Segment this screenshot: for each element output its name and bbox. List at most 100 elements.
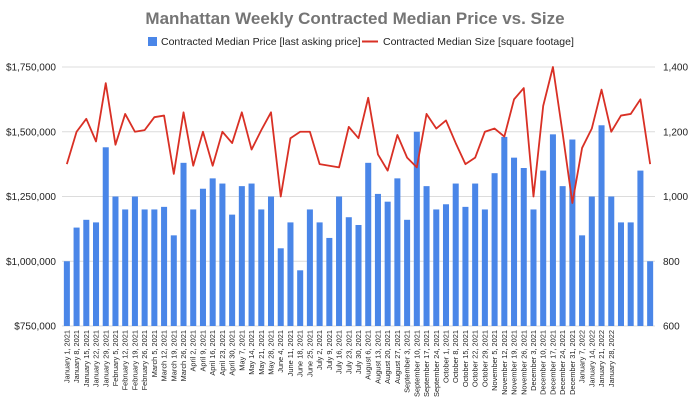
price-bar <box>141 209 148 326</box>
x-axis-tick-label: October 22, 2021 <box>471 330 480 387</box>
x-axis-tick-label: June 25, 2021 <box>305 330 314 377</box>
price-bar <box>540 170 547 326</box>
x-axis-tick-label: November 12, 2021 <box>500 330 509 395</box>
chart-title: Manhattan Weekly Contracted Median Price… <box>145 9 564 28</box>
price-bar <box>93 222 100 326</box>
x-axis-tick-label: November 19, 2021 <box>510 330 519 395</box>
price-bar <box>637 170 644 326</box>
price-bar <box>472 183 479 326</box>
x-axis-tick-label: March 12, 2021 <box>160 330 169 381</box>
x-axis-tick-label: November 5, 2021 <box>490 330 499 391</box>
price-bar <box>316 222 323 326</box>
x-axis-tick-label: July 9, 2021 <box>325 330 334 370</box>
x-axis-tick-label: April 9, 2021 <box>198 330 207 372</box>
size-line <box>65 66 652 204</box>
legend-line-label: Contracted Median Size [square footage] <box>383 36 574 48</box>
price-bar <box>63 261 70 326</box>
x-axis-tick-label: September 3, 2021 <box>403 330 412 393</box>
x-axis-tick-label: December 10, 2021 <box>539 330 548 395</box>
x-axis-tick-label: October 1, 2021 <box>441 330 450 383</box>
price-bar <box>598 125 605 326</box>
legend-bar-label: Contracted Median Price [last asking pri… <box>161 36 361 48</box>
price-bar <box>404 219 411 326</box>
x-axis-tick-label: February 5, 2021 <box>111 330 120 386</box>
price-bar <box>306 209 313 326</box>
price-bar <box>442 204 450 326</box>
price-bar <box>491 173 498 326</box>
price-bar <box>209 178 216 326</box>
price-bar <box>462 206 469 326</box>
left-axis-tick-label: $1,500,000 <box>6 127 56 138</box>
left-axis-ticks: $750,000 $1,000,000 $1,250,000 $1,500,000 $1… <box>6 63 56 333</box>
price-bar <box>394 178 401 326</box>
price-bar <box>219 183 226 326</box>
left-axis-tick-label: $1,000,000 <box>6 257 56 268</box>
price-bar <box>423 186 430 326</box>
x-axis-tick-label: February 26, 2021 <box>140 330 149 390</box>
price-bar <box>248 183 255 326</box>
x-axis-tick-label: August 27, 2021 <box>393 330 402 384</box>
price-bar <box>83 219 90 326</box>
x-axis-tick-label: December 3, 2021 <box>529 330 538 391</box>
right-axis-ticks: 600 800 1,000 1,200 1,400 <box>663 63 688 333</box>
price-bar <box>384 201 391 326</box>
x-axis-tick-label: September 10, 2021 <box>412 330 421 397</box>
x-axis-tick-label: December 17, 2021 <box>548 330 557 395</box>
x-axis-tick-label: March 26, 2021 <box>179 330 188 381</box>
x-axis-tick-label: October 29, 2021 <box>480 330 489 387</box>
x-axis-tick-label: June 11, 2021 <box>286 330 295 376</box>
price-bar <box>238 186 245 326</box>
x-axis-tick-label: January 14, 2022 <box>587 330 596 387</box>
x-axis-tick-label: March 19, 2021 <box>169 330 178 381</box>
x-axis-tick-label: August 13, 2021 <box>373 330 382 384</box>
price-bar <box>336 196 343 326</box>
price-bar <box>258 209 265 326</box>
x-axis-tick-label: July 16, 2021 <box>335 330 344 374</box>
price-bar <box>559 186 566 326</box>
x-axis-tick-label: April 23, 2021 <box>218 330 227 376</box>
x-axis-tick-label: June 4, 2021 <box>276 330 285 373</box>
price-bar <box>326 237 333 326</box>
x-axis-tick-label: May 7, 2021 <box>237 330 246 371</box>
price-bar <box>617 222 624 326</box>
price-bar <box>452 183 459 326</box>
price-bar <box>151 209 158 326</box>
size-series-line <box>65 66 652 204</box>
price-bar <box>180 162 187 326</box>
x-axis-tick-label: January 15, 2021 <box>82 330 91 387</box>
right-axis-tick-label: 800 <box>663 257 680 268</box>
price-bar <box>170 235 177 326</box>
x-axis-tick-label: June 18, 2021 <box>296 330 305 377</box>
x-axis-tick-label: January 8, 2021 <box>72 330 81 383</box>
x-axis-tick-label: August 6, 2021 <box>364 330 373 380</box>
x-axis-tick-label: April 2, 2021 <box>189 330 198 372</box>
price-bar <box>122 209 129 326</box>
price-bar <box>530 209 537 326</box>
price-bar <box>588 196 595 326</box>
x-axis-tick-label: September 17, 2021 <box>422 330 431 397</box>
x-axis-tick-label: January 22, 2021 <box>92 330 101 387</box>
right-axis-tick-label: 1,000 <box>663 192 688 203</box>
x-axis-tick-label: January 28, 2022 <box>607 330 616 387</box>
x-axis-tick-label: November 26, 2021 <box>519 330 528 395</box>
x-axis-tick-label: April 30, 2021 <box>228 330 237 376</box>
left-axis-tick-label: $1,250,000 <box>6 192 56 203</box>
left-axis-tick-label: $750,000 <box>14 322 56 333</box>
price-bar <box>511 157 518 326</box>
right-axis-tick-label: 1,400 <box>663 63 688 74</box>
price-bar <box>501 136 508 326</box>
x-axis-tick-label: October 8, 2021 <box>451 330 460 383</box>
x-axis-tick-label: July 30, 2021 <box>354 330 363 374</box>
price-bar <box>413 131 420 326</box>
x-axis-tick-label: July 2, 2021 <box>315 330 324 370</box>
right-axis-tick-label: 1,200 <box>663 127 688 138</box>
x-axis-tick-label: February 19, 2021 <box>130 330 139 390</box>
price-bar <box>569 139 576 326</box>
x-axis-tick-label: April 16, 2021 <box>208 330 217 376</box>
price-bar <box>549 134 556 326</box>
price-bar <box>355 224 362 326</box>
price-bar <box>520 168 527 326</box>
x-axis-tick-label: December 31, 2021 <box>568 330 577 395</box>
right-axis-tick-label: 600 <box>663 322 680 333</box>
price-bars <box>63 125 654 326</box>
